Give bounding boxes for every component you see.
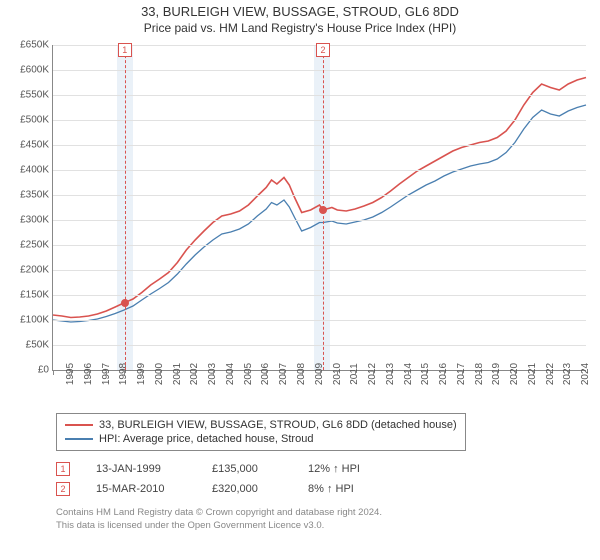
y-axis-label: £550K — [20, 90, 49, 101]
y-axis-label: £600K — [20, 65, 49, 76]
y-axis-label: £250K — [20, 240, 49, 251]
x-axis-label: 2024 — [568, 363, 591, 385]
gridline — [53, 120, 586, 121]
legend-item: 33, BURLEIGH VIEW, BUSSAGE, STROUD, GL6 … — [65, 418, 457, 432]
sale-index-box: 2 — [56, 482, 70, 496]
sale-date: 13-JAN-1999 — [96, 463, 186, 475]
sale-row: 2 15-MAR-2010 £320,000 8% ↑ HPI — [56, 479, 592, 499]
sale-row: 1 13-JAN-1999 £135,000 12% ↑ HPI — [56, 459, 592, 479]
gridline — [53, 320, 586, 321]
y-axis-label: £350K — [20, 190, 49, 201]
y-axis-label: £200K — [20, 265, 49, 276]
sale-hpi-delta: 12% ↑ HPI — [308, 463, 398, 475]
y-axis-label: £150K — [20, 290, 49, 301]
gridline — [53, 195, 586, 196]
legend-item: HPI: Average price, detached house, Stro… — [65, 432, 457, 446]
y-axis-label: £100K — [20, 315, 49, 326]
sale-date: 15-MAR-2010 — [96, 483, 186, 495]
event-marker-box: 2 — [316, 43, 330, 57]
y-axis-label: £450K — [20, 140, 49, 151]
y-axis-label: £400K — [20, 165, 49, 176]
legend-label: HPI: Average price, detached house, Stro… — [99, 433, 313, 445]
footer-line: This data is licensed under the Open Gov… — [56, 520, 592, 533]
gridline — [53, 220, 586, 221]
gridline — [53, 245, 586, 246]
sale-hpi-delta: 8% ↑ HPI — [308, 483, 398, 495]
gridline — [53, 270, 586, 271]
y-axis-label: £500K — [20, 115, 49, 126]
gridline — [53, 170, 586, 171]
y-axis-label: £650K — [20, 40, 49, 51]
chart-title: 33, BURLEIGH VIEW, BUSSAGE, STROUD, GL6 … — [8, 4, 592, 19]
y-axis-label: £0 — [38, 365, 49, 376]
chart-title-block: 33, BURLEIGH VIEW, BUSSAGE, STROUD, GL6 … — [8, 4, 592, 35]
gridline — [53, 345, 586, 346]
series-line — [53, 105, 586, 322]
sale-point-marker — [121, 299, 129, 307]
series-line — [53, 78, 586, 318]
event-marker-box: 1 — [118, 43, 132, 57]
chart-subtitle: Price paid vs. HM Land Registry's House … — [8, 21, 592, 35]
legend-label: 33, BURLEIGH VIEW, BUSSAGE, STROUD, GL6 … — [99, 419, 457, 431]
sale-point-marker — [319, 206, 327, 214]
attribution-footer: Contains HM Land Registry data © Crown c… — [56, 507, 592, 533]
legend-box: 33, BURLEIGH VIEW, BUSSAGE, STROUD, GL6 … — [56, 413, 466, 451]
gridline — [53, 95, 586, 96]
sale-price: £135,000 — [212, 463, 282, 475]
y-axis-label: £50K — [26, 340, 49, 351]
sale-price: £320,000 — [212, 483, 282, 495]
footer-line: Contains HM Land Registry data © Crown c… — [56, 507, 592, 520]
sale-index-box: 1 — [56, 462, 70, 476]
event-dash-line — [125, 45, 126, 370]
plot-area: £0£50K£100K£150K£200K£250K£300K£350K£400… — [52, 45, 586, 371]
gridline — [53, 145, 586, 146]
chart-area: £0 £50K £100K £150K £200K £250K £300K £350K £400… — [8, 39, 592, 407]
gridline — [53, 70, 586, 71]
gridline — [53, 295, 586, 296]
y-axis-label: £300K — [20, 215, 49, 226]
legend-swatch — [65, 438, 93, 440]
sales-table: 1 13-JAN-1999 £135,000 12% ↑ HPI 2 15-MAR-201… — [56, 459, 592, 499]
legend-swatch — [65, 424, 93, 426]
